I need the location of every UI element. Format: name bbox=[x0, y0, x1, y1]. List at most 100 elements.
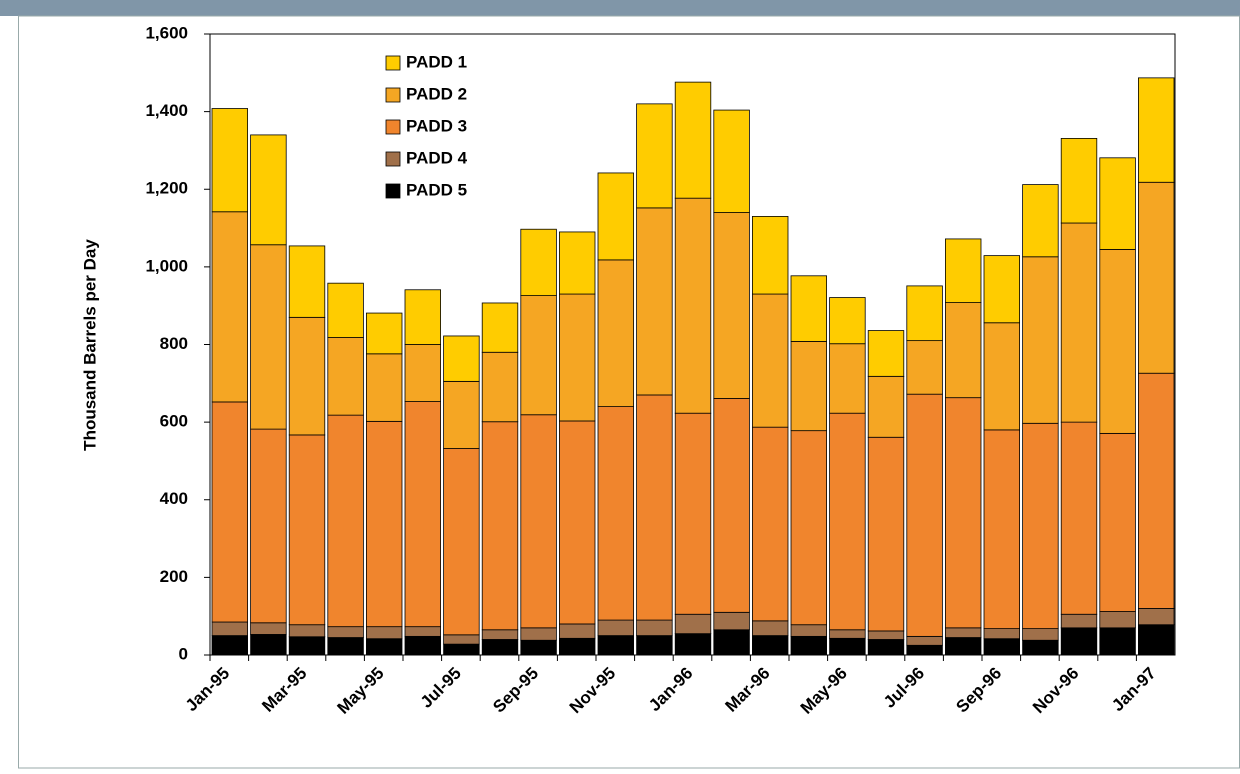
bar-segment bbox=[520, 228, 557, 296]
bar-segment bbox=[404, 626, 441, 637]
bar-segment bbox=[559, 293, 596, 422]
y-tick-label: 0 bbox=[179, 644, 188, 663]
bar-segment bbox=[597, 172, 634, 261]
bar-segment bbox=[404, 344, 441, 402]
bar-segment bbox=[713, 398, 750, 613]
bar-segment bbox=[597, 406, 634, 621]
bar-segment bbox=[327, 414, 364, 628]
bar-segment bbox=[481, 639, 519, 656]
bar-segment bbox=[983, 638, 1020, 656]
bar-segment bbox=[1138, 181, 1175, 374]
bar-segment bbox=[1099, 611, 1136, 629]
bar-segment bbox=[752, 293, 789, 428]
bar-segment bbox=[1099, 627, 1136, 656]
bar-segment bbox=[713, 109, 750, 213]
bar-segment bbox=[288, 316, 326, 436]
bar-segment bbox=[443, 380, 480, 449]
bar-segment bbox=[790, 624, 827, 637]
bar-segment bbox=[404, 635, 441, 656]
bar-segment bbox=[867, 375, 905, 438]
legend-label: PADD 2 bbox=[406, 84, 467, 103]
bar-segment bbox=[867, 436, 905, 632]
bar-segment bbox=[211, 211, 248, 403]
bar-segment bbox=[481, 421, 519, 631]
bar-segment bbox=[790, 635, 827, 656]
legend-swatch bbox=[385, 55, 401, 71]
bar-segment bbox=[674, 197, 712, 414]
bar-segment bbox=[520, 414, 557, 629]
bar-segment bbox=[713, 629, 750, 656]
legend-swatch bbox=[385, 119, 401, 135]
bar-segment bbox=[327, 637, 364, 656]
bar-segment bbox=[250, 244, 287, 430]
bar-segment bbox=[288, 434, 326, 626]
bar-segment bbox=[829, 412, 866, 631]
y-tick-label: 1,400 bbox=[145, 101, 188, 120]
bar-segment bbox=[752, 635, 789, 656]
bar-segment bbox=[752, 426, 789, 622]
bar-segment bbox=[365, 353, 403, 422]
legend-swatch bbox=[385, 151, 401, 167]
bar-segment bbox=[945, 627, 982, 638]
bar-segment bbox=[559, 623, 596, 639]
bar-segment bbox=[636, 394, 673, 621]
bar-segment bbox=[636, 619, 673, 636]
bar-segment bbox=[520, 627, 557, 641]
y-tick-label: 1,000 bbox=[145, 256, 188, 275]
bar-segment bbox=[288, 636, 326, 656]
bar-segment bbox=[945, 302, 982, 399]
bar-segment bbox=[1138, 624, 1175, 656]
bar-segment bbox=[327, 337, 364, 416]
bar-segment bbox=[829, 629, 866, 639]
bar-segment bbox=[559, 420, 596, 625]
bar-segment bbox=[1022, 628, 1059, 641]
bar-segment bbox=[211, 401, 248, 623]
bar-segment bbox=[906, 285, 943, 342]
bar-segment bbox=[674, 613, 712, 635]
bar-segment bbox=[1099, 432, 1136, 612]
bar-segment bbox=[559, 231, 596, 295]
bar-segment bbox=[327, 282, 364, 338]
y-tick-label: 400 bbox=[160, 489, 188, 508]
bar-segment bbox=[1022, 184, 1059, 258]
bar-segment bbox=[1099, 157, 1136, 250]
bar-segment bbox=[752, 216, 789, 295]
bar-segment bbox=[404, 289, 441, 345]
y-tick-label: 1,200 bbox=[145, 179, 188, 198]
plot-frame bbox=[209, 33, 1176, 656]
bar-segment bbox=[1099, 249, 1136, 434]
bar-segment bbox=[1022, 422, 1059, 630]
bar-segment bbox=[443, 643, 480, 656]
bar-segment bbox=[250, 622, 287, 635]
bar-segment bbox=[1060, 627, 1098, 656]
bar-segment bbox=[829, 343, 866, 414]
bar-segment bbox=[752, 620, 789, 636]
bar-segment bbox=[790, 430, 827, 626]
bar-segment bbox=[945, 238, 982, 303]
bar-segment bbox=[481, 629, 519, 640]
bar-segment bbox=[597, 259, 634, 408]
bar-segment bbox=[365, 638, 403, 656]
bar-segment bbox=[365, 312, 403, 355]
bar-segment bbox=[945, 397, 982, 629]
bar-segment bbox=[983, 429, 1020, 630]
legend-swatch bbox=[385, 183, 401, 199]
y-tick-label: 600 bbox=[160, 412, 188, 431]
bar-segment bbox=[867, 630, 905, 640]
bar-segment bbox=[906, 644, 943, 656]
bar-segment bbox=[983, 322, 1020, 431]
bar-segment bbox=[520, 295, 557, 416]
bar-segment bbox=[1138, 77, 1175, 183]
bar-segment bbox=[443, 335, 480, 382]
bar-segment bbox=[1060, 421, 1098, 615]
bar-segment bbox=[481, 302, 519, 353]
bar-segment bbox=[327, 626, 364, 638]
bar-segment bbox=[906, 393, 943, 637]
bar-segment bbox=[674, 81, 712, 199]
bar-segment bbox=[674, 412, 712, 615]
bar-segment bbox=[1060, 138, 1098, 224]
bar-segment bbox=[713, 212, 750, 399]
bar-segment bbox=[211, 108, 248, 213]
bar-segment bbox=[211, 621, 248, 636]
bar-segment bbox=[790, 275, 827, 342]
